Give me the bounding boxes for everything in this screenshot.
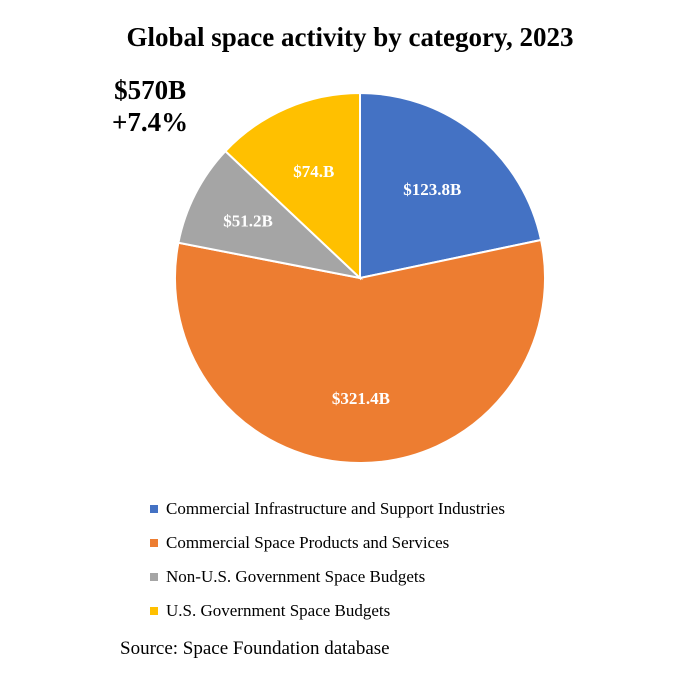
growth-value: +7.4% (112, 107, 189, 137)
legend: Commercial Infrastructure and Support In… (150, 492, 505, 628)
pie-slice (177, 149, 364, 280)
legend-label: Non-U.S. Government Space Budgets (166, 567, 426, 586)
legend-swatch (150, 505, 158, 513)
legend-item: U.S. Government Space Budgets (150, 594, 505, 628)
legend-item: Commercial Infrastructure and Support In… (150, 492, 505, 526)
slice-data-label: $51.2B (223, 212, 273, 231)
chart-title: Global space activity by category, 2023 (126, 22, 574, 52)
pie-slice (359, 91, 543, 280)
legend-label: Commercial Space Products and Services (166, 533, 450, 552)
legend-item: Commercial Space Products and Services (150, 526, 505, 560)
legend-swatch (150, 607, 158, 615)
slice-data-label: $321.4B (332, 389, 390, 408)
legend-swatch (150, 573, 158, 581)
legend-label: U.S. Government Space Budgets (166, 601, 391, 620)
legend-item: Non-U.S. Government Space Budgets (150, 560, 505, 594)
slice-data-label: $123.8B (403, 180, 461, 199)
legend-label: Commercial Infrastructure and Support In… (166, 499, 505, 518)
pie-slice (174, 238, 546, 464)
pie-slice (223, 91, 361, 281)
total-value: $570B (114, 75, 187, 105)
total-annotation: $570B +7.4% (112, 74, 188, 138)
source-note: Source: Space Foundation database (120, 638, 390, 659)
slice-data-label: $74.B (293, 162, 334, 181)
legend-swatch (150, 539, 158, 547)
